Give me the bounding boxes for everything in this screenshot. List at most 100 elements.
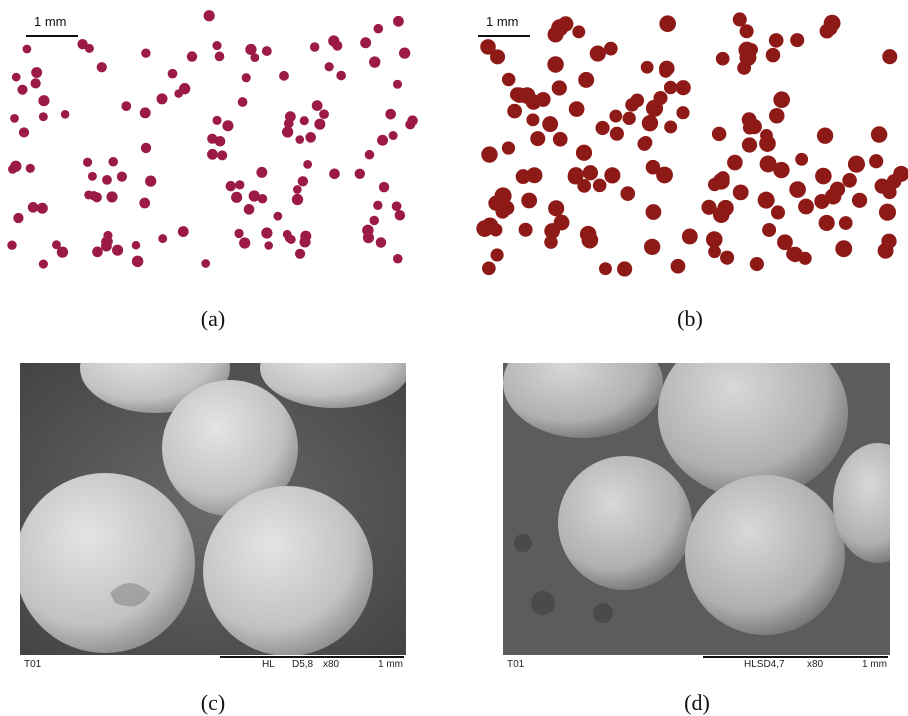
particle [264, 241, 273, 250]
particle [519, 223, 533, 237]
particle [389, 131, 398, 140]
particle [835, 240, 852, 257]
particle [815, 168, 832, 185]
particle [609, 110, 622, 123]
particle [379, 182, 389, 192]
particle [758, 192, 775, 209]
particle [168, 69, 178, 79]
particle [620, 186, 635, 201]
particle [28, 202, 39, 213]
particle [708, 245, 721, 258]
particle [207, 149, 218, 160]
particle [869, 154, 883, 168]
particle [293, 185, 302, 194]
panel-b-photo [470, 0, 908, 290]
particle [102, 175, 112, 185]
particle [393, 254, 403, 264]
particle [222, 120, 233, 131]
particle [623, 112, 636, 125]
particle [582, 232, 599, 249]
particle [325, 62, 334, 71]
particle [369, 56, 380, 67]
particle [544, 235, 557, 248]
particle [576, 145, 592, 161]
particle [121, 101, 131, 111]
particle [641, 61, 654, 74]
panel-label: (a) [183, 306, 243, 332]
particle [733, 184, 749, 200]
particle [273, 212, 282, 221]
particle [769, 108, 785, 124]
particle [57, 246, 68, 257]
panel-label: (b) [660, 306, 720, 332]
particle [355, 169, 365, 179]
particle [547, 56, 564, 73]
particle [817, 128, 833, 144]
particle [590, 45, 606, 61]
particle [769, 33, 784, 48]
particle [392, 201, 402, 211]
particle [213, 116, 222, 125]
particle [139, 198, 150, 209]
particle [365, 150, 375, 160]
particle [593, 179, 607, 193]
particle [312, 100, 323, 111]
particle [526, 167, 542, 183]
particle [242, 73, 251, 82]
particle [789, 181, 806, 198]
particle [852, 193, 867, 208]
particle [617, 261, 632, 276]
particle [385, 109, 396, 120]
particle [292, 194, 303, 205]
particle [682, 229, 698, 245]
particle [299, 236, 310, 247]
particle [743, 121, 756, 134]
particle [104, 237, 113, 246]
particle [720, 251, 734, 265]
mode: HL [262, 659, 275, 670]
particle [141, 143, 151, 153]
particle [733, 12, 747, 26]
particle [773, 91, 790, 108]
particle [39, 112, 48, 121]
particle [393, 80, 402, 89]
particle [771, 205, 785, 219]
particle [244, 204, 255, 215]
panel-label: (d) [667, 690, 727, 716]
scale: 1 mm [862, 659, 887, 670]
particle [13, 213, 23, 223]
particle [646, 100, 663, 117]
particle [842, 173, 857, 188]
particle [871, 126, 887, 142]
particle [249, 190, 260, 201]
particle [727, 155, 743, 171]
particle [285, 111, 296, 122]
particle [638, 137, 652, 151]
particle [630, 94, 644, 108]
particle [875, 178, 890, 193]
particle [879, 204, 896, 221]
particle [83, 158, 92, 167]
particle [106, 191, 117, 202]
particle [88, 172, 97, 181]
particle [646, 204, 662, 220]
particle [10, 161, 21, 172]
particle [12, 73, 21, 82]
particle [502, 141, 515, 154]
particle [644, 239, 660, 255]
particle [377, 135, 388, 146]
magnification: x80 [323, 659, 339, 670]
particle [92, 247, 103, 258]
particle [298, 176, 308, 186]
particle [530, 131, 545, 146]
particle [39, 259, 48, 268]
particle [112, 245, 123, 256]
particle [140, 107, 151, 118]
particle [740, 24, 754, 38]
particle [604, 167, 620, 183]
particle [798, 199, 814, 215]
particle [760, 129, 773, 142]
particle [569, 101, 585, 117]
particle [187, 51, 197, 61]
particle [295, 135, 304, 144]
